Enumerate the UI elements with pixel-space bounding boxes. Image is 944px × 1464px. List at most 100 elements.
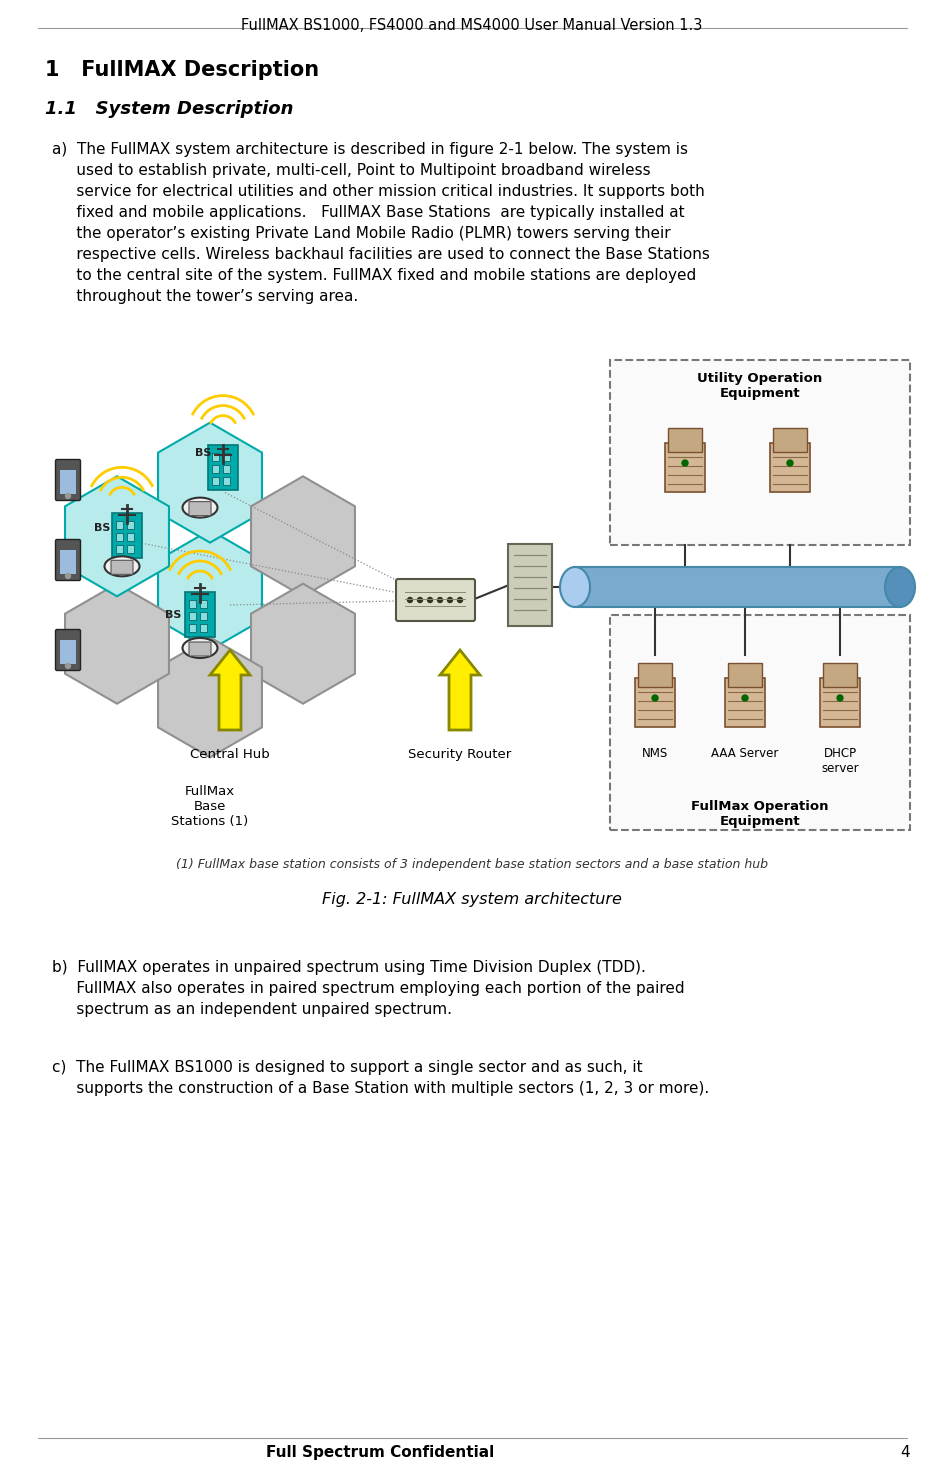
FancyBboxPatch shape: [211, 452, 219, 461]
Text: 1.1   System Description: 1.1 System Description: [45, 100, 294, 119]
FancyBboxPatch shape: [126, 545, 134, 553]
Text: Full Spectrum Confidential: Full Spectrum Confidential: [265, 1445, 494, 1460]
FancyBboxPatch shape: [610, 615, 909, 830]
Polygon shape: [158, 530, 261, 650]
FancyBboxPatch shape: [56, 460, 80, 501]
FancyBboxPatch shape: [822, 663, 856, 687]
Ellipse shape: [885, 567, 914, 608]
FancyArrow shape: [210, 650, 250, 731]
FancyBboxPatch shape: [189, 643, 211, 656]
FancyBboxPatch shape: [665, 444, 704, 492]
Text: (1) FullMax base station consists of 3 independent base station sectors and a ba: (1) FullMax base station consists of 3 i…: [176, 858, 767, 871]
Polygon shape: [251, 476, 355, 596]
Text: used to establish private, multi-cell, Point to Multipoint broadband wireless: used to establish private, multi-cell, P…: [52, 163, 649, 179]
FancyBboxPatch shape: [59, 550, 76, 574]
FancyBboxPatch shape: [185, 591, 215, 637]
Ellipse shape: [560, 567, 589, 608]
Circle shape: [447, 597, 452, 603]
Polygon shape: [65, 584, 169, 704]
Text: Fig. 2-1: FullMAX system architecture: Fig. 2-1: FullMAX system architecture: [322, 892, 621, 908]
Circle shape: [65, 493, 71, 499]
Text: 4: 4: [899, 1445, 909, 1460]
Text: Security Router: Security Router: [408, 748, 511, 761]
Text: fixed and mobile applications.   FullMAX Base Stations  are typically installed : fixed and mobile applications. FullMAX B…: [52, 205, 683, 220]
FancyBboxPatch shape: [819, 678, 859, 728]
Circle shape: [437, 597, 442, 603]
Text: a)  The FullMAX system architecture is described in figure 2-1 below. The system: a) The FullMAX system architecture is de…: [52, 142, 687, 157]
Circle shape: [836, 695, 842, 701]
FancyArrow shape: [440, 650, 480, 731]
FancyBboxPatch shape: [56, 540, 80, 581]
FancyBboxPatch shape: [59, 640, 76, 665]
Circle shape: [457, 597, 462, 603]
Text: FullMAX BS1000, FS4000 and MS4000 User Manual Version 1.3: FullMAX BS1000, FS4000 and MS4000 User M…: [241, 18, 702, 34]
Text: FullMax Operation
Equipment: FullMax Operation Equipment: [690, 799, 828, 829]
FancyBboxPatch shape: [116, 545, 123, 553]
FancyBboxPatch shape: [637, 663, 671, 687]
FancyBboxPatch shape: [211, 477, 219, 485]
FancyBboxPatch shape: [211, 464, 219, 473]
Polygon shape: [158, 423, 261, 543]
FancyBboxPatch shape: [223, 477, 229, 485]
FancyBboxPatch shape: [200, 600, 207, 608]
Text: spectrum as an independent unpaired spectrum.: spectrum as an independent unpaired spec…: [52, 1001, 451, 1017]
FancyBboxPatch shape: [724, 678, 765, 728]
FancyBboxPatch shape: [396, 578, 475, 621]
Ellipse shape: [105, 556, 140, 577]
FancyBboxPatch shape: [112, 514, 142, 558]
Text: Central Hub: Central Hub: [190, 748, 270, 761]
Text: b)  FullMAX operates in unpaired spectrum using Time Division Duplex (TDD).: b) FullMAX operates in unpaired spectrum…: [52, 960, 645, 975]
Text: throughout the tower’s serving area.: throughout the tower’s serving area.: [52, 288, 358, 305]
Text: supports the construction of a Base Station with multiple sectors (1, 2, 3 or mo: supports the construction of a Base Stat…: [52, 1080, 709, 1097]
FancyBboxPatch shape: [56, 630, 80, 671]
Text: DHCP
server: DHCP server: [820, 747, 858, 774]
FancyBboxPatch shape: [189, 624, 195, 632]
Text: service for electrical utilities and other mission critical industries. It suppo: service for electrical utilities and oth…: [52, 184, 704, 199]
FancyBboxPatch shape: [574, 567, 899, 608]
Text: to the central site of the system. FullMAX fixed and mobile stations are deploye: to the central site of the system. FullM…: [52, 268, 696, 283]
Text: AAA Server: AAA Server: [711, 747, 778, 760]
FancyBboxPatch shape: [634, 678, 674, 728]
FancyBboxPatch shape: [189, 612, 195, 619]
Polygon shape: [158, 637, 261, 757]
Text: BS: BS: [93, 523, 110, 533]
FancyBboxPatch shape: [126, 533, 134, 542]
FancyBboxPatch shape: [208, 445, 238, 489]
FancyBboxPatch shape: [772, 427, 806, 452]
FancyBboxPatch shape: [667, 427, 701, 452]
FancyBboxPatch shape: [126, 521, 134, 530]
Circle shape: [65, 574, 71, 578]
FancyBboxPatch shape: [200, 624, 207, 632]
Circle shape: [741, 695, 748, 701]
Circle shape: [427, 597, 432, 603]
FancyBboxPatch shape: [189, 502, 211, 515]
FancyBboxPatch shape: [116, 533, 123, 542]
Ellipse shape: [182, 638, 217, 657]
Circle shape: [651, 695, 657, 701]
Text: respective cells. Wireless backhaul facilities are used to connect the Base Stat: respective cells. Wireless backhaul faci…: [52, 247, 709, 262]
Text: BS: BS: [165, 610, 181, 619]
FancyBboxPatch shape: [508, 545, 551, 627]
FancyBboxPatch shape: [110, 561, 133, 574]
FancyBboxPatch shape: [610, 360, 909, 545]
Text: FullMax
Base
Stations (1): FullMax Base Stations (1): [171, 785, 248, 829]
Text: FullMAX also operates in paired spectrum employing each portion of the paired: FullMAX also operates in paired spectrum…: [52, 981, 683, 996]
Circle shape: [407, 597, 413, 603]
Text: NMS: NMS: [641, 747, 667, 760]
Text: c)  The FullMAX BS1000 is designed to support a single sector and as such, it: c) The FullMAX BS1000 is designed to sup…: [52, 1060, 642, 1075]
FancyBboxPatch shape: [727, 663, 761, 687]
FancyBboxPatch shape: [189, 600, 195, 608]
Circle shape: [417, 597, 422, 603]
Polygon shape: [251, 584, 355, 704]
Text: Utility Operation
Equipment: Utility Operation Equipment: [697, 372, 822, 400]
Ellipse shape: [182, 498, 217, 518]
Text: BS: BS: [194, 448, 211, 458]
Circle shape: [682, 460, 687, 466]
FancyBboxPatch shape: [223, 452, 229, 461]
Polygon shape: [65, 476, 169, 596]
Text: 1   FullMAX Description: 1 FullMAX Description: [45, 60, 319, 81]
FancyBboxPatch shape: [223, 464, 229, 473]
FancyBboxPatch shape: [769, 444, 809, 492]
Circle shape: [65, 663, 71, 669]
Text: the operator’s existing Private Land Mobile Radio (PLMR) towers serving their: the operator’s existing Private Land Mob…: [52, 225, 670, 242]
